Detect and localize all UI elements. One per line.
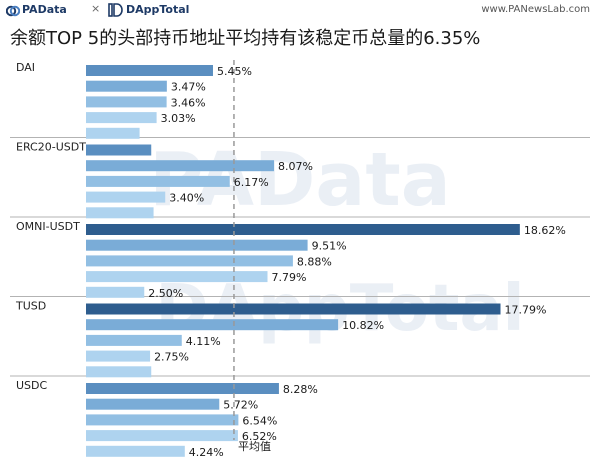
- bar: [86, 350, 151, 362]
- group-label: USDC: [16, 379, 48, 392]
- data-label: 5.45%: [217, 65, 252, 78]
- group-label: ERC20-USDT: [16, 141, 86, 154]
- bar: [86, 112, 157, 124]
- data-label: 17.79%: [505, 304, 547, 317]
- bar: [86, 303, 501, 315]
- data-label: 2.50%: [148, 287, 183, 300]
- bar: [86, 271, 268, 283]
- dapptotal-brand: DAppTotal: [126, 3, 190, 16]
- data-label: 2.75%: [154, 351, 189, 364]
- chart-title: 余额TOP 5的头部持币地址平均持有该稳定币总量的6.35%: [10, 28, 481, 49]
- data-label: 4.24%: [189, 446, 224, 459]
- average-label: 平均值: [238, 440, 271, 453]
- padata-logo-icon: [6, 5, 20, 17]
- bar: [86, 160, 275, 172]
- data-label: 4.11%: [186, 335, 221, 348]
- bar: [86, 80, 167, 92]
- group-label: OMNI-USDT: [16, 220, 80, 233]
- dapptotal-logo-icon: [108, 3, 123, 17]
- group-label: TUSD: [15, 300, 46, 313]
- bar: [86, 398, 220, 410]
- bar: [86, 366, 152, 378]
- bar: [86, 144, 152, 156]
- bar: [86, 445, 185, 457]
- bar: [86, 207, 154, 219]
- bar: [86, 239, 308, 251]
- bar: [86, 175, 230, 187]
- data-label: 10.82%: [342, 319, 384, 332]
- bar: [86, 224, 520, 235]
- data-label: 8.88%: [297, 255, 332, 268]
- bar: [86, 430, 238, 442]
- data-label: 7.79%: [272, 271, 307, 284]
- bar: [86, 334, 182, 346]
- bar: [86, 191, 166, 203]
- bar: [86, 127, 140, 139]
- header: PAData × DAppTotal www.PANewsLab.com: [0, 0, 600, 22]
- data-label: 18.62%: [524, 224, 566, 237]
- group-label: DAI: [16, 61, 35, 74]
- bar: [86, 96, 167, 108]
- bar: [86, 65, 213, 76]
- data-label: 8.28%: [283, 383, 318, 396]
- bar: [86, 255, 293, 267]
- data-label: 9.51%: [312, 240, 347, 253]
- data-label: 6.52%: [242, 430, 277, 443]
- data-label: 6.17%: [234, 176, 269, 189]
- data-label: 3.47%: [171, 81, 206, 94]
- bar: [86, 383, 279, 394]
- data-label: 5.72%: [223, 399, 258, 412]
- padata-brand: PAData: [22, 3, 67, 16]
- bar: [86, 414, 239, 426]
- data-label: 8.07%: [278, 160, 313, 173]
- data-label: 6.54%: [242, 414, 277, 427]
- data-label: 3.46%: [171, 96, 206, 109]
- data-label: 3.40%: [169, 192, 204, 205]
- bar: [86, 286, 145, 298]
- data-label: 3.03%: [161, 112, 196, 125]
- bar: [86, 319, 339, 331]
- brand-separator: ×: [91, 2, 101, 15]
- site-url: www.PANewsLab.com: [481, 4, 590, 15]
